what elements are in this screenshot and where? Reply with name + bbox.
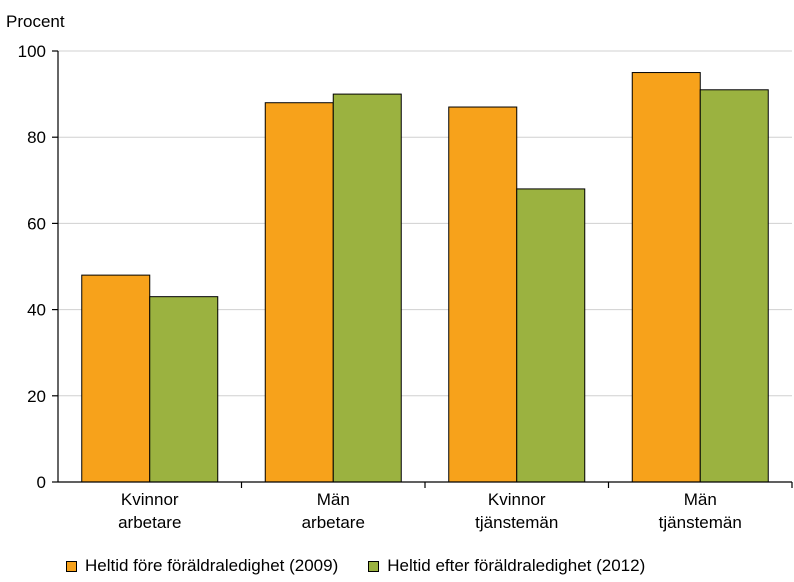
x-category-label: tjänstemän xyxy=(659,513,742,532)
y-tick-labels: 0 20 40 60 80 100 xyxy=(18,42,46,492)
x-category-label: Kvinnor xyxy=(121,490,179,509)
y-tick-label: 0 xyxy=(37,473,46,492)
y-axis-unit-label: Procent xyxy=(6,12,65,31)
bars xyxy=(81,72,769,483)
x-category-label: Kvinnor xyxy=(488,490,546,509)
y-tick-label: 100 xyxy=(18,42,46,61)
y-tick-label: 40 xyxy=(27,301,46,320)
bar xyxy=(332,93,402,483)
x-category-label: tjänstemän xyxy=(475,513,558,532)
legend-item-series-1: Heltid före föräldraledighet (2009) xyxy=(66,556,338,576)
bar xyxy=(516,188,586,483)
category-labels: Kvinnor arbetare Män arbetare Kvinnor tjänste… xyxy=(118,490,742,532)
x-category-label: arbetare xyxy=(302,513,365,532)
bar xyxy=(448,106,518,483)
y-tick-label: 60 xyxy=(27,214,46,233)
legend-item-series-2: Heltid efter föräldraledighet (2012) xyxy=(368,556,645,576)
legend-swatch-series-1 xyxy=(66,560,77,572)
bar xyxy=(149,296,219,483)
y-tick-label: 80 xyxy=(27,128,46,147)
legend-swatch-series-2 xyxy=(368,560,380,572)
legend-label-series-2: Heltid efter föräldraledighet (2012) xyxy=(387,556,646,575)
x-category-label: Män xyxy=(684,490,717,509)
legend-label-series-1: Heltid före föräldraledighet (2009) xyxy=(85,556,339,575)
bar xyxy=(631,72,701,483)
axes xyxy=(52,50,793,488)
bar xyxy=(81,274,151,483)
y-tick-label: 20 xyxy=(27,387,46,406)
bar xyxy=(264,102,334,483)
legend: Heltid före föräldraledighet (2009) Helt… xyxy=(66,556,645,576)
bar xyxy=(699,89,769,483)
x-category-label: arbetare xyxy=(118,513,181,532)
x-category-label: Män xyxy=(317,490,350,509)
